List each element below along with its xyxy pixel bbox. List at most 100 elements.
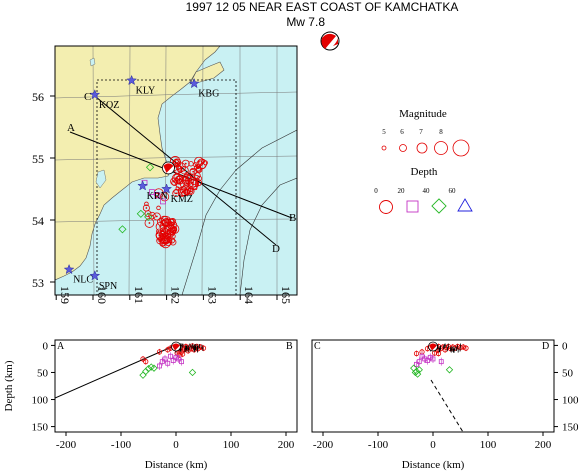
legend-magnitude-9-symbol [452, 139, 470, 157]
section-AB-right-label: B [286, 341, 293, 352]
profile-label-B: B [289, 212, 296, 224]
station-krn-icon [137, 180, 149, 191]
epicenter-marker [160, 192, 170, 202]
hypocenter-deep [142, 367, 150, 376]
station-spn-label: SPN [99, 281, 117, 292]
epicenter-marker [159, 215, 169, 226]
study-region-box [96, 79, 237, 295]
legend-magnitude-8-symbol [434, 141, 448, 155]
epicenter-marker-deep [136, 209, 145, 218]
station-kly-label: KLY [136, 86, 156, 97]
station-kbg-icon [188, 77, 200, 89]
epicenter-center-dot [184, 179, 187, 182]
hypocenter-deep [445, 366, 454, 374]
y-tick-label: 50 [562, 367, 574, 379]
legend-depth-60: 60 [449, 187, 457, 195]
lon-tick-label: 161 [132, 286, 146, 304]
epicenter-marker [170, 231, 175, 237]
x-tick-label: 100 [223, 439, 240, 451]
section-CD-axes: -200 -100 0 100 200 0 50 100 150 [313, 340, 579, 451]
epicenter-marker [189, 168, 196, 175]
lat-tick-label: 54 [32, 214, 44, 228]
epicenter-center-dot [180, 192, 183, 194]
epicenter-marker [156, 228, 162, 235]
epicenter-center-dot [177, 168, 179, 171]
epicenter-center-dot [176, 161, 178, 164]
legend-magnitude-5-symbol [381, 145, 387, 151]
lon-tick-label: 163 [205, 286, 219, 304]
lat-tick-label: 53 [32, 276, 44, 290]
map-epicenters [118, 156, 208, 249]
x-axis-label-CD: Distance (km) [402, 459, 465, 471]
epicenter-marker [195, 166, 202, 173]
epicenter-marker [172, 158, 182, 167]
epicenter-center-dot [163, 195, 166, 198]
hypocenter-deep [150, 364, 158, 372]
station-krn-label: KRN [147, 191, 168, 202]
lake-1 [95, 169, 107, 189]
legend-magnitude-5: 5 [382, 128, 386, 136]
epicenter-marker [181, 159, 190, 168]
epicenter-center-dot [165, 238, 168, 240]
station-kbg-label: KBG [198, 89, 219, 100]
slab-line-AB [55, 344, 177, 399]
legend-magnitude-7: 7 [419, 128, 423, 136]
epicenter-marker [162, 237, 170, 245]
legend-magnitude-title: Magnitude [399, 108, 447, 120]
section-CD-right-label: D [542, 341, 549, 352]
magnitude-label: Mw 7.8 [286, 15, 325, 29]
epicenter-center-dot [160, 221, 162, 223]
profile-label-C: C [84, 91, 91, 103]
epicenter-marker [157, 217, 166, 227]
legend-depth-20: 20 [398, 187, 406, 195]
y-tick-label: 100 [562, 395, 579, 407]
station-nlc-label: NLC [73, 275, 93, 286]
epicenter-center-dot [200, 162, 203, 165]
station-nlc-icon [63, 263, 75, 275]
y-tick-label: 150 [562, 422, 579, 434]
epicenter-center-dot [182, 190, 185, 193]
epicenter-marker-deep [118, 225, 127, 234]
epicenter-center-dot [159, 234, 162, 237]
epicenter-center-dot [155, 215, 158, 218]
lon-tick-label: 162 [169, 286, 183, 304]
epicenter-marker [193, 172, 201, 179]
legend-depth-60-symbol [457, 198, 473, 212]
y-tick-label: 100 [32, 395, 49, 407]
cross-section-AB: A B -200 -100 0 100 200 0 50 100 150 [32, 339, 298, 451]
epicenter-center-dot [192, 181, 194, 184]
lat-tick-label: 56 [32, 90, 44, 104]
epicenter-center-dot [169, 220, 172, 223]
profile-label-D: D [272, 243, 280, 255]
y-tick-label: 50 [37, 367, 49, 379]
epicenter-center-dot [174, 160, 177, 163]
hypocenter-deep [411, 368, 420, 377]
station-kmz-icon [161, 183, 173, 194]
epicenter-marker [195, 182, 200, 187]
legend-magnitude-7-symbol [416, 142, 428, 154]
x-tick-label: -100 [111, 439, 132, 451]
epicenter-center-dot [159, 225, 162, 228]
hypocenter-deep [188, 368, 197, 377]
x-tick-label: -200 [56, 439, 77, 451]
epicenter-marker [181, 177, 190, 185]
lon-tick-label: 164 [242, 286, 256, 304]
y-tick-label: 0 [562, 340, 568, 352]
mainshock-beachball-fill [172, 343, 180, 351]
epicenter-marker [144, 201, 149, 207]
cross-section-CD: C D -200 -100 0 100 200 0 50 100 150 [311, 339, 579, 451]
lat-tick-label: 55 [32, 152, 44, 166]
profile-label-A: A [67, 122, 75, 134]
x-tick-label: 0 [430, 439, 436, 451]
x-tick-label: 100 [480, 439, 497, 451]
y-tick-label: 0 [43, 340, 49, 352]
epicenter-center-dot [167, 240, 169, 243]
hypocenter-deep [147, 363, 155, 371]
epicenter-marker [170, 233, 176, 240]
legend-magnitude-8: 8 [439, 128, 443, 136]
epicenter-marker [152, 212, 161, 221]
legend-magnitude-6: 6 [400, 128, 404, 136]
epicenter-marker-mid [148, 189, 155, 196]
epicenter-marker [155, 230, 166, 241]
epicenter-marker [144, 210, 152, 218]
